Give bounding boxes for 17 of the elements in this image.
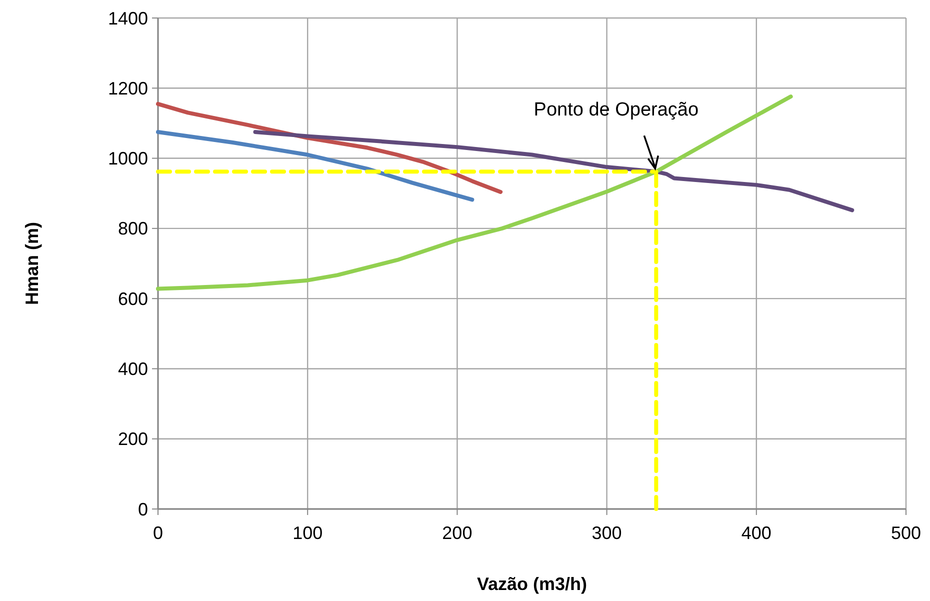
y-tick-label: 800 (118, 218, 148, 239)
x-tick-label: 100 (292, 523, 323, 543)
y-tick-label: 200 (118, 429, 148, 450)
y-tick-label: 0 (138, 499, 148, 520)
y-tick-label: 1000 (108, 148, 148, 169)
y-tick-label: 1400 (108, 8, 148, 28)
x-tick-label: 500 (890, 523, 922, 543)
y-tick-label: 400 (118, 359, 148, 380)
annotation: Ponto de Operação (534, 100, 699, 121)
x-tick-label: 400 (741, 523, 772, 543)
y-tick-label: 1200 (108, 78, 148, 98)
x-axis-title: Vazão (m3/h) (476, 574, 588, 594)
x-tick-label: 200 (442, 523, 472, 543)
y-axis-title: Hman (m) (22, 222, 42, 306)
x-tick-label: 0 (152, 523, 164, 543)
x-tick-label: 300 (592, 523, 622, 543)
y-tick-label: 600 (118, 288, 148, 309)
